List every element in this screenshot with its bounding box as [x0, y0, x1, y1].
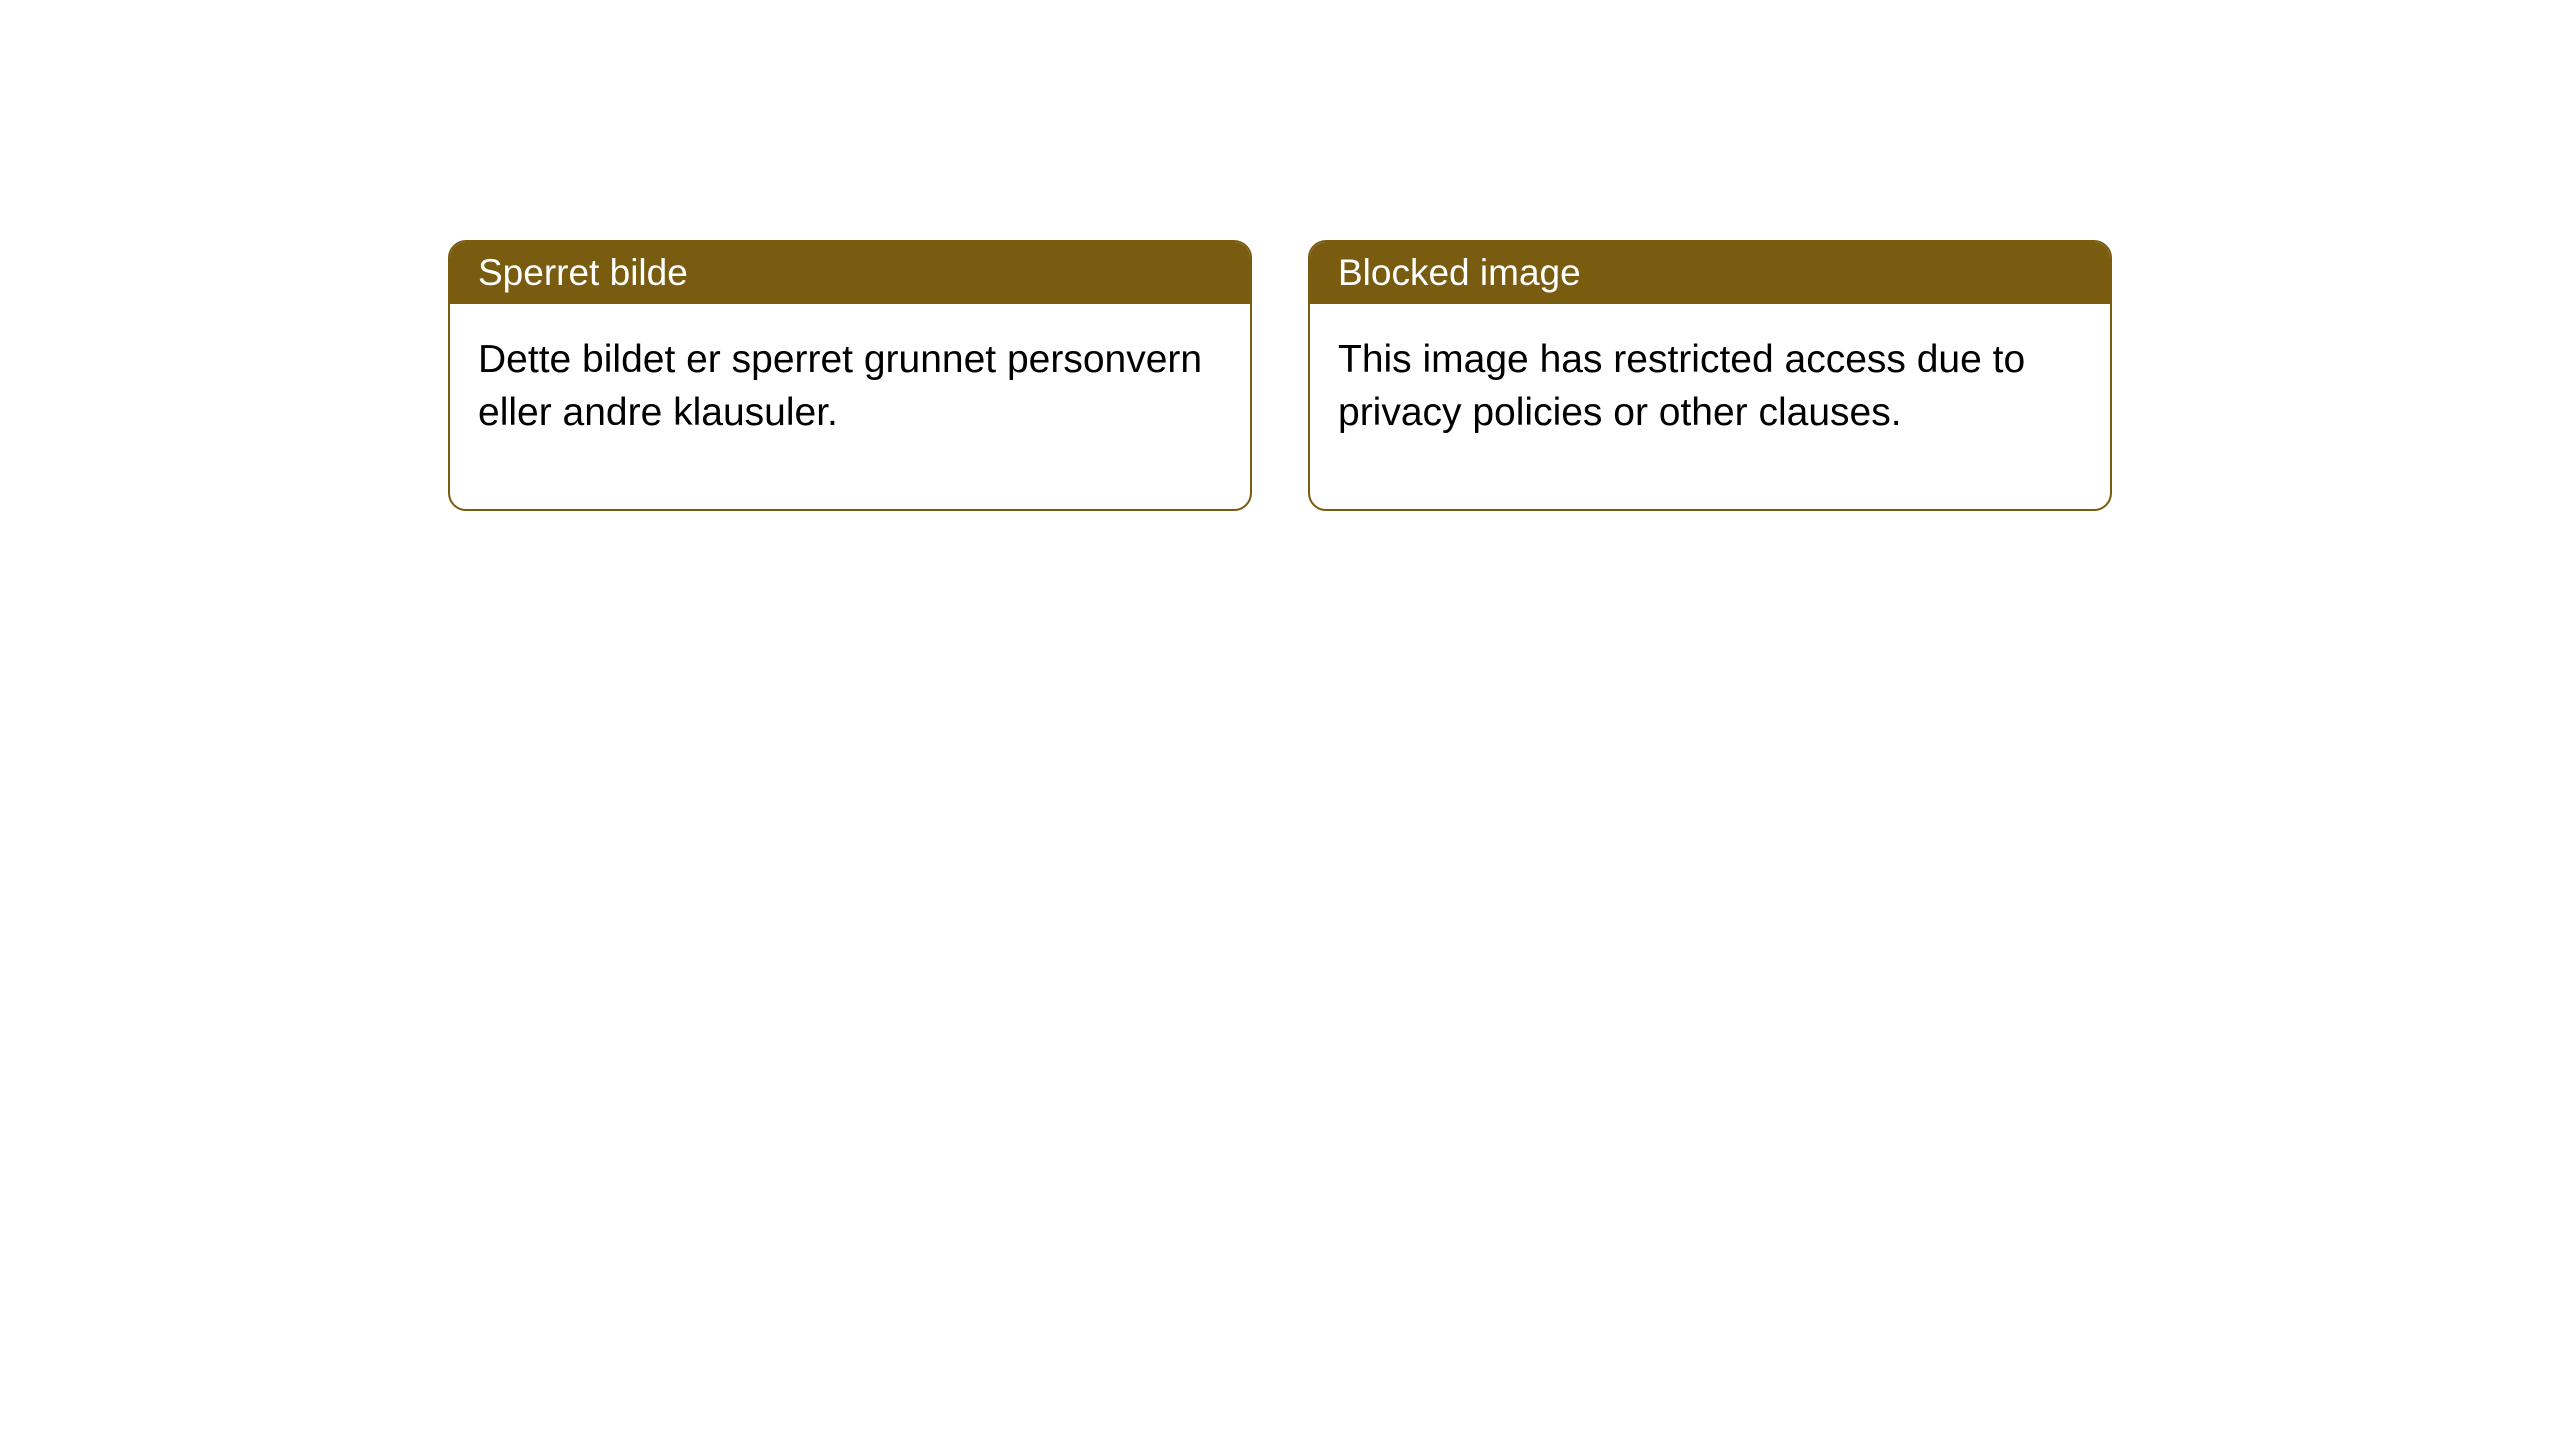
notice-box-english: Blocked image This image has restricted …	[1308, 240, 2112, 511]
notice-header: Blocked image	[1310, 242, 2110, 304]
notice-body: Dette bildet er sperret grunnet personve…	[450, 304, 1250, 509]
notice-body: This image has restricted access due to …	[1310, 304, 2110, 471]
notice-title: Sperret bilde	[478, 252, 688, 293]
notice-title: Blocked image	[1338, 252, 1581, 293]
notice-text: Dette bildet er sperret grunnet personve…	[478, 338, 1202, 434]
notice-header: Sperret bilde	[450, 242, 1250, 304]
notice-box-norwegian: Sperret bilde Dette bildet er sperret gr…	[448, 240, 1252, 511]
notice-container: Sperret bilde Dette bildet er sperret gr…	[0, 0, 2560, 511]
notice-text: This image has restricted access due to …	[1338, 338, 2025, 434]
